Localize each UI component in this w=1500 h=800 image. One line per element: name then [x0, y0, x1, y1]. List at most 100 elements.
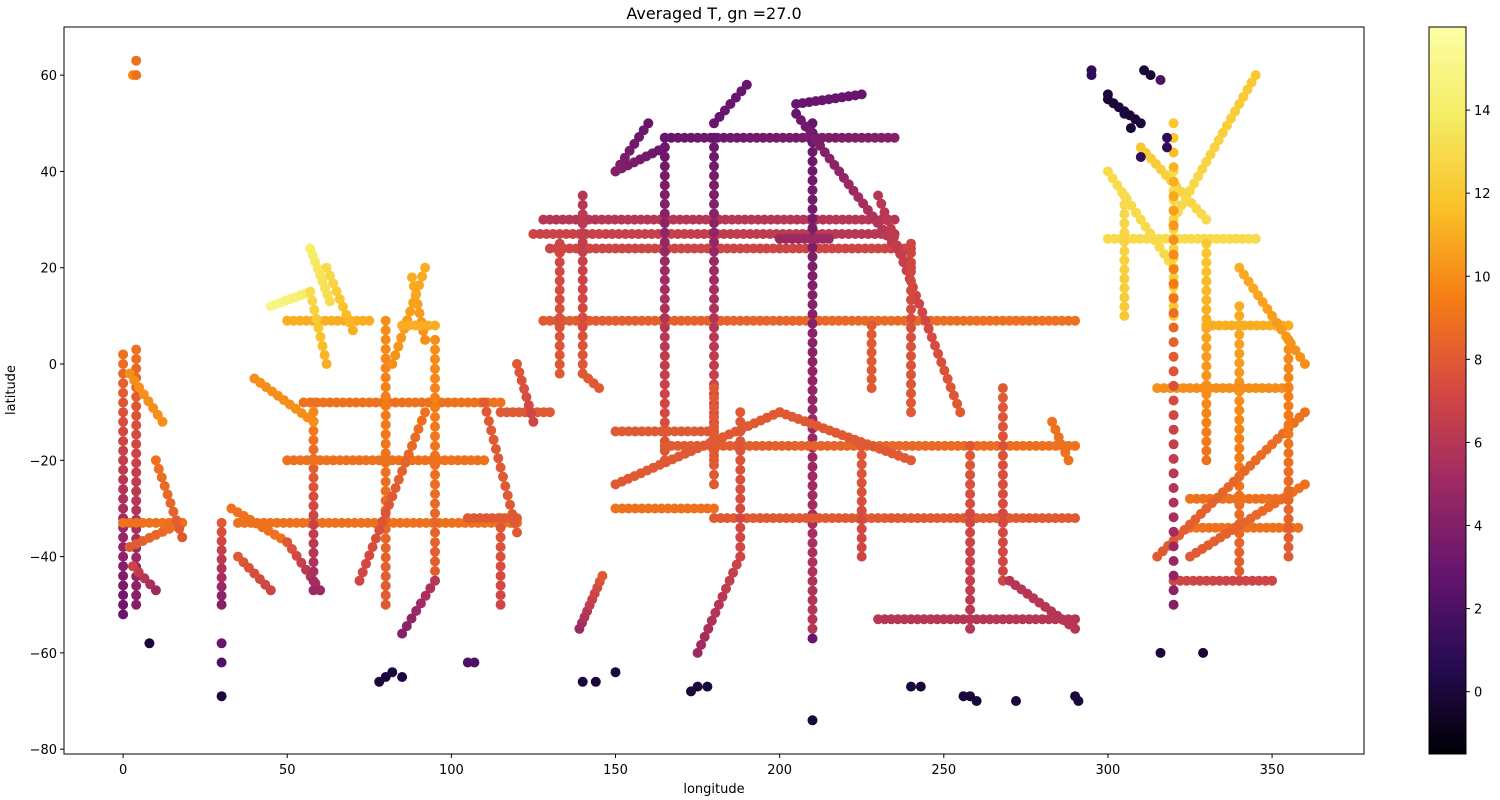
scatter-point: [377, 516, 388, 527]
scatter-point: [709, 208, 719, 219]
scatter-point: [305, 286, 316, 297]
colorbar-tick-label: 12: [1474, 187, 1491, 202]
scatter-point: [554, 266, 565, 277]
scatter-point: [514, 367, 525, 378]
scatter-point: [380, 419, 391, 430]
scatter-point: [1057, 439, 1067, 450]
scatter-point: [709, 392, 719, 403]
scatter-point: [1053, 432, 1064, 443]
scatter-point: [308, 538, 319, 549]
scatter-point: [408, 297, 419, 308]
scatter-point: [430, 402, 440, 413]
scatter-point: [1234, 547, 1245, 558]
scatter-point: [118, 445, 129, 456]
scatter-point: [1168, 235, 1179, 245]
scatter-point: [699, 631, 710, 642]
scatter-point: [1234, 537, 1245, 548]
scatter-point: [920, 315, 931, 326]
scatter-point: [319, 350, 330, 360]
scatter-point: [216, 517, 227, 528]
scatter-point: [709, 170, 719, 181]
scatter-point: [577, 256, 588, 267]
scatter-point: [965, 479, 976, 490]
scatter-point: [131, 401, 142, 412]
scatter-points: [118, 55, 1310, 726]
scatter-point: [168, 506, 179, 517]
scatter-point: [354, 575, 365, 586]
colorbar-tick-label: 0: [1474, 686, 1482, 701]
scatter-point: [430, 498, 440, 509]
scatter-point: [430, 469, 440, 480]
scatter-point: [807, 490, 818, 501]
scatter-point: [735, 532, 746, 543]
scatter-point: [710, 607, 721, 618]
scatter-point: [1201, 332, 1212, 343]
scatter-point: [577, 246, 588, 257]
scatter-point: [807, 404, 818, 415]
scatter-point: [425, 583, 436, 594]
scatter-point: [807, 318, 818, 329]
scatter-point: [728, 567, 739, 578]
scatter-point: [1050, 424, 1061, 435]
scatter-point: [1073, 696, 1084, 706]
scatter-point: [1201, 370, 1212, 381]
scatter-point: [915, 681, 926, 692]
scatter-point: [717, 591, 728, 602]
scatter-point: [131, 420, 142, 431]
scatter-point: [174, 523, 185, 534]
scatter-point: [735, 474, 746, 485]
scatter-point: [735, 464, 746, 475]
scatter-point: [807, 356, 818, 367]
scatter-point: [709, 189, 719, 200]
scatter-point: [1234, 367, 1245, 378]
scatter-point: [1234, 329, 1245, 340]
scatter-point: [856, 440, 867, 451]
scatter-point: [856, 468, 867, 479]
scatter-point: [390, 483, 401, 493]
scatter-point: [469, 657, 480, 668]
scatter-point: [659, 265, 670, 276]
scatter-point: [735, 503, 746, 514]
scatter-point: [709, 161, 719, 172]
scatter-point: [1283, 551, 1294, 562]
scatter-point: [709, 350, 719, 361]
scatter-point: [1119, 108, 1130, 119]
scatter-point: [997, 537, 1008, 548]
scatter-point: [879, 207, 890, 218]
scatter-point: [308, 463, 319, 474]
scatter-point: [344, 317, 355, 328]
scatter-point: [659, 170, 670, 181]
scatter-point: [430, 354, 440, 365]
scatter-point: [216, 638, 227, 649]
scatter-point: [659, 294, 670, 304]
scatter-point: [131, 580, 142, 591]
scatter-point: [856, 514, 867, 525]
scatter-point: [659, 246, 670, 257]
scatter-point: [118, 416, 129, 427]
scatter-point: [807, 261, 818, 272]
scatter-point: [118, 551, 129, 562]
scatter-point: [807, 280, 818, 291]
scatter-point: [495, 551, 506, 562]
scatter-point: [856, 505, 867, 516]
scatter-point: [380, 344, 391, 355]
scatter-point: [118, 455, 129, 466]
scatter-point: [948, 390, 959, 401]
scatter-point: [807, 194, 818, 205]
scatter-point: [321, 262, 332, 273]
scatter-point: [430, 460, 440, 471]
scatter-point: [659, 369, 670, 380]
scatter-point: [807, 623, 818, 634]
scatter-point: [406, 613, 417, 624]
scatter-point: [659, 161, 670, 172]
scatter-point: [1201, 427, 1212, 438]
scatter-point: [131, 486, 142, 497]
scatter-point: [361, 558, 371, 569]
scatter-point: [216, 554, 227, 565]
scatter-point: [380, 334, 391, 345]
scatter-point: [856, 487, 867, 497]
scatter-point: [1283, 466, 1294, 477]
y-tick-label: 0: [49, 358, 57, 373]
scatter-point: [709, 479, 719, 490]
scatter-point: [554, 322, 565, 333]
